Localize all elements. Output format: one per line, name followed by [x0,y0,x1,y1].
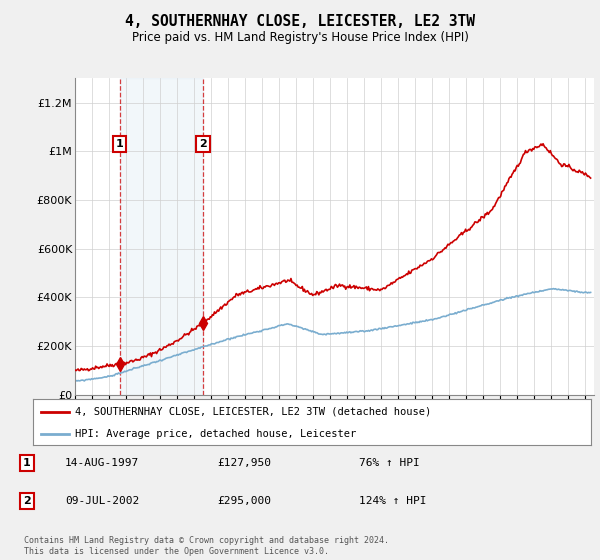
Bar [119,78,203,395]
Text: £295,000: £295,000 [218,496,272,506]
Text: 1: 1 [116,139,124,149]
Text: 09-JUL-2002: 09-JUL-2002 [65,496,139,506]
Text: 76% ↑ HPI: 76% ↑ HPI [359,458,419,468]
Text: 2: 2 [199,139,207,149]
Text: 124% ↑ HPI: 124% ↑ HPI [359,496,426,506]
Text: £127,950: £127,950 [218,458,272,468]
Text: 1: 1 [23,458,31,468]
Text: 14-AUG-1997: 14-AUG-1997 [65,458,139,468]
Text: 4, SOUTHERNHAY CLOSE, LEICESTER, LE2 3TW: 4, SOUTHERNHAY CLOSE, LEICESTER, LE2 3TW [125,14,475,29]
Text: 4, SOUTHERNHAY CLOSE, LEICESTER, LE2 3TW (detached house): 4, SOUTHERNHAY CLOSE, LEICESTER, LE2 3TW… [75,407,431,417]
Text: 2: 2 [23,496,31,506]
Text: Contains HM Land Registry data © Crown copyright and database right 2024.
This d: Contains HM Land Registry data © Crown c… [24,536,389,556]
Text: Price paid vs. HM Land Registry's House Price Index (HPI): Price paid vs. HM Land Registry's House … [131,31,469,44]
Text: HPI: Average price, detached house, Leicester: HPI: Average price, detached house, Leic… [75,429,356,438]
